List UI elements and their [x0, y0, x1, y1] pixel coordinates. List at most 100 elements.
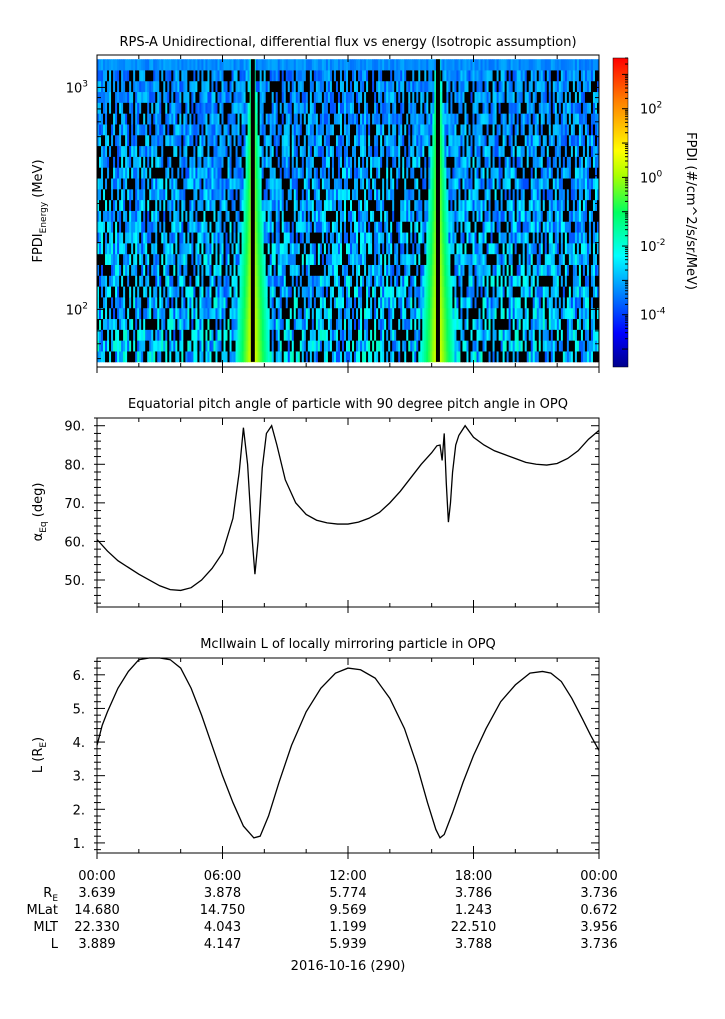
- heatmap-cell: [323, 297, 327, 309]
- heatmap-cell: [420, 178, 423, 190]
- heatmap-cell: [185, 59, 188, 71]
- heatmap-cell: [364, 124, 367, 136]
- heatmap-cell: [396, 167, 399, 179]
- heatmap-cell: [97, 307, 100, 320]
- heatmap-cell: [113, 134, 116, 147]
- heatmap-cell: [229, 199, 232, 211]
- heatmap-cell: [348, 329, 351, 341]
- heatmap-cell: [113, 91, 116, 103]
- heatmap-cell: [440, 188, 443, 201]
- heatmap-cell: [319, 102, 323, 114]
- heatmap-cell: [398, 59, 401, 71]
- heatmap-cell: [145, 199, 148, 211]
- heatmap-cell: [219, 124, 222, 136]
- heatmap-cell: [430, 232, 433, 244]
- heatmap-cell: [424, 340, 427, 352]
- heatmap-cell: [235, 329, 238, 341]
- heatmap-cell: [442, 221, 445, 233]
- heatmap-cell: [372, 329, 375, 341]
- heatmap-cell: [299, 80, 303, 93]
- heatmap-cell: [287, 178, 291, 190]
- heatmap-cell: [239, 80, 242, 93]
- heatmap-cell: [366, 145, 369, 157]
- heatmap-cell: [199, 178, 202, 190]
- heatmap-cell: [368, 340, 371, 352]
- heatmap-cell: [161, 167, 164, 179]
- heatmap-cell: [259, 232, 263, 244]
- heatmap-cell: [440, 232, 443, 244]
- heatmap-cell: [137, 275, 140, 287]
- heatmap-cell: [105, 232, 108, 244]
- heatmap-cell: [257, 297, 261, 309]
- heatmap-cell: [315, 134, 319, 147]
- heatmap-cell: [291, 91, 295, 103]
- heatmap-cell: [398, 275, 401, 287]
- heatmap-cell: [209, 232, 212, 244]
- heatmap-cell: [241, 221, 244, 233]
- heatmap-cell: [410, 318, 413, 330]
- heatmap-cell: [217, 156, 220, 168]
- heatmap-cell: [321, 124, 325, 136]
- heatmap-cell: [113, 59, 116, 71]
- heatmap-cell: [325, 124, 329, 136]
- heatmap-cell: [315, 113, 319, 125]
- heatmap-cell: [295, 307, 299, 320]
- heatmap-cell: [285, 70, 289, 82]
- heatmap-cell: [293, 59, 297, 71]
- heatmap-cell: [201, 307, 204, 320]
- heatmap-cell: [313, 221, 317, 233]
- heatmap-cell: [147, 351, 150, 363]
- heatmap-cell: [406, 145, 409, 157]
- heatmap-cell: [428, 167, 431, 179]
- heatmap-cell: [105, 264, 108, 276]
- heatmap-cell: [354, 286, 357, 298]
- heatmap-cell: [225, 91, 228, 103]
- heatmap-cell: [207, 156, 210, 168]
- heatmap-cell: [297, 70, 301, 82]
- heatmap-cell: [163, 232, 166, 244]
- heatmap-cell: [189, 221, 192, 233]
- heatmap-cell: [378, 253, 381, 265]
- heatmap-cell: [289, 145, 293, 157]
- heatmap-cell: [221, 102, 224, 114]
- heatmap-cell: [181, 70, 184, 82]
- heatmap-cell: [450, 221, 453, 233]
- heatmap-cell: [311, 318, 315, 330]
- heatmap-cell: [416, 264, 419, 276]
- heatmap-cell: [191, 102, 194, 114]
- heatmap-cell: [263, 221, 267, 233]
- heatmap-cell: [147, 113, 150, 125]
- heatmap-cell: [137, 351, 140, 363]
- heatmap-cell: [414, 264, 417, 276]
- heatmap-cell: [139, 221, 142, 233]
- heatmap-cell: [263, 167, 267, 179]
- heatmap-cell: [291, 134, 295, 147]
- heatmap-cell: [143, 264, 146, 276]
- heatmap-cell: [261, 156, 265, 168]
- heatmap-cell: [444, 307, 447, 320]
- heatmap-cell: [303, 329, 307, 341]
- heatmap-cell: [305, 91, 309, 103]
- heatmap-cell: [430, 145, 433, 157]
- heatmap-cell: [303, 188, 307, 201]
- heatmap-cell: [285, 318, 289, 330]
- heatmap-cell: [143, 318, 146, 330]
- heatmap-cell: [430, 340, 433, 352]
- heatmap-cell: [388, 329, 391, 341]
- heatmap-cell: [133, 145, 136, 157]
- heatmap-cell: [331, 91, 335, 103]
- heatmap-cell: [446, 70, 449, 82]
- heatmap-cell: [157, 167, 160, 179]
- heatmap-cell: [341, 264, 345, 276]
- heatmap-cell: [293, 307, 297, 320]
- heatmap-cell: [440, 275, 443, 287]
- heatmap-cell: [111, 188, 114, 201]
- heatmap-cell: [386, 318, 389, 330]
- heatmap-cell: [163, 134, 166, 147]
- heatmap-cell: [376, 232, 379, 244]
- heatmap-cell: [183, 297, 186, 309]
- heatmap-cell: [402, 232, 405, 244]
- heatmap-cell: [434, 59, 437, 71]
- heatmap-cell: [189, 113, 192, 125]
- heatmap-cell: [189, 275, 192, 287]
